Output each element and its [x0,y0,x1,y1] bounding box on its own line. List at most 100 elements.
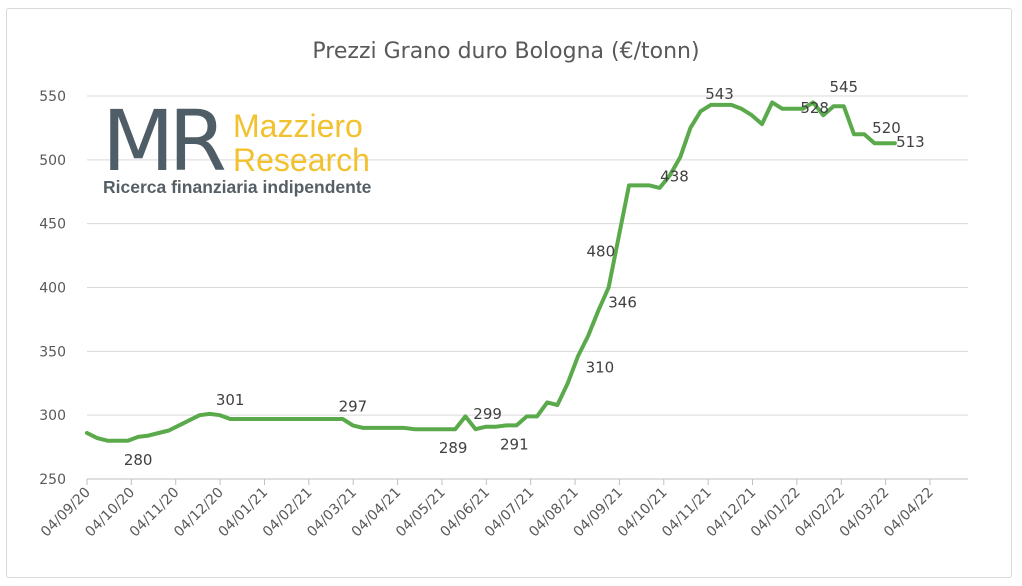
y-tick-label: 500 [39,153,66,169]
data-label: 545 [829,78,858,96]
data-point [760,122,764,126]
y-tick-label: 250 [39,472,66,488]
data-point [842,104,846,108]
data-point [392,426,396,430]
data-point [218,413,222,417]
y-tick-label: 400 [39,281,66,297]
data-point [433,427,437,431]
data-point [259,417,263,421]
data-point [187,418,191,422]
data-point [627,183,631,187]
data-point [228,417,232,421]
logo-name-line2: Research [233,142,370,178]
data-point [596,309,600,312]
data-point [781,107,784,111]
data-label: 280 [124,451,153,469]
data-point [320,417,324,421]
data-point [85,431,89,435]
logo-tagline: Ricerca finanziaria indipendente [103,177,372,197]
data-point [515,423,518,427]
data-label: 528 [800,99,829,117]
data-point [412,427,416,431]
y-tick-label: 550 [39,89,66,105]
data-point [402,426,406,430]
data-point [208,412,212,416]
data-point [576,355,580,358]
data-point [525,415,529,418]
data-point [729,103,733,107]
data-point [791,107,795,111]
data-point [556,403,559,407]
data-point [474,427,478,431]
data-point [607,286,610,289]
data-point [617,235,621,238]
data-point [862,132,866,136]
data-point [801,107,805,111]
data-point [873,141,876,145]
data-point [239,417,242,421]
y-axis: 250 300 350 400 450 500 550 [39,89,66,488]
data-point [750,113,754,117]
data-point [688,126,692,130]
data-point [146,434,150,437]
data-point [279,417,283,421]
data-point [331,417,334,421]
data-point [382,426,385,430]
data-label: 346 [608,294,637,312]
data-point [351,423,355,427]
data-point [300,417,304,421]
chart-frame [6,8,1012,578]
data-label: 297 [339,397,368,415]
data-point [341,417,345,421]
data-point [464,415,467,418]
data-point [371,426,375,430]
data-point [310,417,314,421]
data-label: 543 [705,85,734,103]
mazziero-research-logo: MR Mazziero Research Ricerca finanziaria… [102,92,372,197]
data-point [494,425,498,429]
data-point [198,413,201,417]
data-label: 289 [439,439,468,457]
data-point [453,427,457,431]
data-point [566,381,570,385]
chart-title: Prezzi Grano duro Bologna (€/tonn) [312,39,699,64]
data-point [443,427,447,431]
data-point [106,439,109,443]
data-point [126,439,130,443]
data-point [361,426,365,430]
data-point [893,141,897,145]
data-point [535,415,539,418]
y-tick-label: 300 [39,408,66,424]
x-axis: 04/09/2004/10/2004/11/2004/12/2004/01/21… [38,478,968,540]
data-label: 513 [896,133,925,151]
data-point [699,109,703,113]
data-point [648,183,651,187]
data-point [637,183,641,187]
data-point [177,423,181,427]
data-point [484,425,488,429]
data-point [719,103,723,107]
data-point [136,435,140,439]
data-point [852,132,856,136]
data-point [586,334,590,338]
data-point [157,431,160,435]
data-point [116,439,120,443]
data-point [290,417,293,421]
data-point [740,107,743,111]
data-point [883,141,887,145]
data-point [709,103,713,107]
logo-name-line1: Mazziero [233,108,363,144]
data-point [504,423,508,427]
data-point [95,436,99,440]
data-label: 480 [586,242,615,260]
data-label: 520 [872,119,901,137]
data-label: 299 [473,405,502,423]
data-point [658,186,662,190]
data-point [832,104,835,108]
data-point [249,417,253,421]
data-point [678,155,682,159]
data-label: 310 [586,358,615,376]
data-label: 438 [660,167,689,185]
